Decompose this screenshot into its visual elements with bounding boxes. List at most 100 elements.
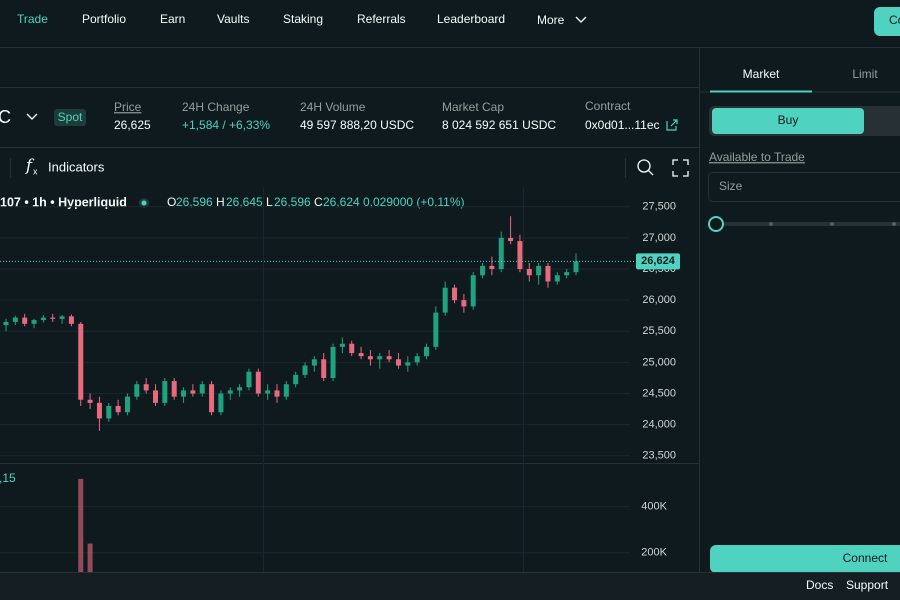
- badge: [54, 109, 86, 126]
- candle-body: [162, 381, 168, 403]
- candle-body: [255, 371, 261, 394]
- candle-body: [134, 384, 140, 397]
- candle-body: [358, 353, 364, 357]
- candle-body: [442, 287, 448, 313]
- stat-label: Contract: [585, 99, 631, 113]
- nav-item[interactable]: Vaults: [217, 12, 249, 26]
- stat-label: 24H Volume: [300, 100, 366, 114]
- size-input[interactable]: [708, 172, 900, 202]
- legend-source: 107 • 1h • Hyperliquid: [0, 195, 127, 209]
- candle-body: [461, 300, 467, 307]
- size-placeholder[interactable]: Size: [719, 179, 743, 193]
- buy-button[interactable]: [712, 108, 864, 134]
- candle-body: [433, 312, 439, 347]
- candle-body: [564, 272, 570, 276]
- zoom-icon[interactable]: [637, 159, 651, 173]
- last-price-tag: [636, 253, 680, 270]
- candle-body: [265, 390, 271, 394]
- nav-item[interactable]: Portfolio: [82, 12, 126, 26]
- candle-body: [367, 356, 373, 360]
- legend-key: C: [314, 195, 323, 209]
- legend-value: 26,645: [226, 195, 263, 209]
- candle-body: [302, 365, 308, 375]
- candle-body: [199, 384, 205, 394]
- candle-body: [12, 317, 18, 322]
- status-dot: [141, 200, 147, 206]
- fullscreen-icon[interactable]: [672, 159, 689, 177]
- price-tick-label: 23,500: [642, 450, 676, 462]
- candle-body: [283, 384, 289, 397]
- legend-key: O: [167, 195, 176, 209]
- candle-body: [377, 356, 383, 360]
- connect-button[interactable]: [710, 545, 900, 573]
- candle-body: [293, 374, 299, 385]
- nav-more[interactable]: More: [537, 13, 565, 27]
- nav-item[interactable]: Earn: [160, 12, 185, 26]
- candle-body: [153, 390, 159, 403]
- footer-link[interactable]: Support: [846, 578, 889, 592]
- candle-body: [68, 316, 74, 324]
- candle-body: [106, 405, 112, 419]
- nav-item[interactable]: Referrals: [357, 12, 406, 26]
- nav-item[interactable]: Staking: [283, 12, 323, 26]
- candle-body: [209, 384, 215, 413]
- candle-body: [218, 393, 224, 413]
- stat-label: Price: [114, 100, 142, 114]
- legend-key: H: [216, 195, 225, 209]
- fx-icon[interactable]: x: [33, 166, 38, 176]
- top-nav: Trade Portfolio Earn Vaults Staking Refe…: [17, 7, 900, 36]
- chart-toolbar: f x Indicators: [10, 156, 689, 178]
- candle-body: [50, 317, 56, 319]
- legend-value: 26,596: [274, 195, 311, 209]
- tab[interactable]: Market: [743, 67, 780, 81]
- fx-icon[interactable]: f: [25, 156, 35, 175]
- connect-label[interactable]: Connect: [843, 551, 888, 565]
- candle-body: [59, 316, 65, 319]
- indicators-button[interactable]: Indicators: [48, 159, 105, 174]
- candle-body: [3, 321, 9, 326]
- nav-item[interactable]: Trade: [17, 12, 48, 26]
- candle-body: [124, 396, 130, 413]
- chevron-icon: [575, 16, 587, 23]
- stat-value: 26,625: [114, 118, 151, 132]
- legend-value: 26,624: [323, 195, 360, 209]
- candle-body: [22, 317, 28, 324]
- tab[interactable]: Limit: [852, 67, 878, 81]
- candle-body: [423, 346, 429, 357]
- candle-body: [536, 265, 542, 276]
- buy-label[interactable]: Buy: [778, 113, 799, 127]
- price-tick-label: 25,000: [642, 356, 676, 368]
- connect-label[interactable]: Connect: [889, 13, 900, 27]
- price-tick-label: 24,000: [642, 419, 676, 431]
- connect-button[interactable]: [874, 7, 900, 36]
- candle-body: [517, 241, 523, 270]
- volume-tick-label: 400K: [641, 500, 667, 512]
- pair-name[interactable]: C: [0, 107, 11, 127]
- badge-label: Spot: [58, 110, 83, 124]
- available-label: Available to Trade: [709, 150, 805, 164]
- candle-body: [227, 390, 233, 394]
- candle-body: [311, 359, 317, 366]
- candle-body: [414, 356, 420, 363]
- candle-body: [339, 343, 345, 347]
- candle-body: [31, 320, 37, 324]
- slider-track[interactable]: [716, 222, 900, 226]
- last-price-label: 26,624: [641, 255, 676, 267]
- footer-link[interactable]: Docs: [806, 578, 833, 592]
- candle-body: [181, 390, 187, 397]
- slider-thumb[interactable]: [708, 216, 724, 232]
- stat-value: +1,584 / +6,33%: [182, 118, 270, 132]
- footer: [0, 572, 900, 600]
- candle-body: [498, 237, 504, 270]
- candle-body: [395, 359, 401, 366]
- candle-body: [526, 269, 532, 276]
- zoom-icon[interactable]: [647, 169, 654, 176]
- legend-change: 0,029000 (+0,11%): [363, 195, 465, 209]
- nav-item[interactable]: Leaderboard: [437, 12, 505, 26]
- stat-value: 8 024 592 651 USDC: [442, 118, 556, 132]
- chevron-icon[interactable]: [26, 113, 38, 120]
- candle-body: [386, 356, 392, 360]
- external-link-icon[interactable]: [666, 119, 678, 131]
- candle-body: [573, 261, 579, 273]
